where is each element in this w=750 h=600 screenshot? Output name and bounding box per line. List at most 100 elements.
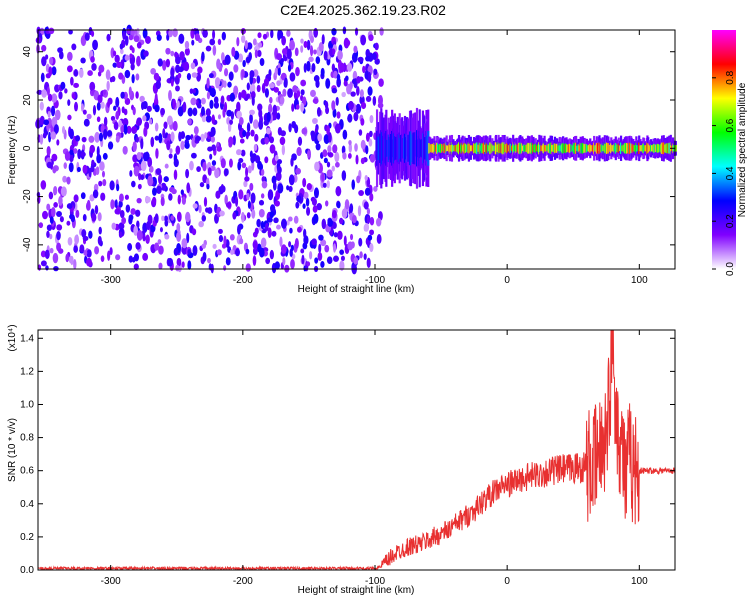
spectrogram-cell (91, 212, 97, 222)
spectrogram-cell (53, 201, 58, 208)
spectrogram-cell (172, 98, 177, 109)
snr-y-tick-label: 0.4 (20, 499, 34, 510)
spectrogram-cell (126, 125, 132, 134)
spectrogram-cell (82, 214, 87, 222)
spectrogram-cell (94, 205, 99, 215)
spectrogram-cell (113, 121, 119, 131)
spectrogram-cell (266, 217, 273, 223)
spectrogram-cell (66, 65, 73, 73)
spectrogram-cell (175, 145, 181, 155)
spectrogram-cell (359, 89, 364, 98)
spectrogram-cell (97, 212, 102, 222)
spectrogram-cell (225, 257, 231, 266)
spectrogram-cell (334, 151, 340, 163)
spectrogram-cell (252, 246, 258, 256)
spectrogram-cell (206, 91, 211, 100)
spectrogram-cell (282, 48, 288, 55)
spectrogram-cell (351, 78, 357, 85)
spectrogram-cell (170, 50, 175, 57)
spectrogram-cell (178, 66, 184, 73)
spectrogram-cell (274, 200, 280, 207)
spectrogram-cell (258, 108, 263, 118)
spectrogram-cell (339, 62, 345, 73)
spectrogram-cell (449, 145, 452, 152)
spectrogram-cell (320, 239, 327, 247)
spectrogram-cell (75, 135, 81, 142)
spectrogram-cell (163, 176, 169, 183)
spectrogram-cell (191, 228, 197, 236)
spectrogram-cell (74, 101, 78, 112)
spectrogram-cell (181, 238, 188, 249)
spectrogram-cell (513, 145, 517, 152)
spectrogram-cell (150, 67, 157, 75)
spectrogram-cell (229, 119, 234, 125)
spectrogram-cell (302, 177, 307, 188)
spectrogram-cell (82, 164, 88, 174)
spectrogram-cell (371, 52, 377, 60)
spectrogram-cell (181, 196, 187, 205)
spectrogram-cell (312, 98, 319, 104)
spectrogram-cell (166, 140, 171, 151)
spectrogram-cell (173, 158, 179, 168)
snr-x-ticks: -300 -200 -100 0 100 (101, 330, 648, 587)
spectrogram-cell (67, 237, 73, 246)
spectrogram-cell (46, 230, 50, 239)
spectrogram-cell (147, 157, 153, 168)
spectrogram-cell (88, 230, 93, 239)
spectrogram-cell (651, 145, 654, 152)
spectrogram-cell (175, 85, 180, 92)
spectrogram-cell (321, 218, 327, 230)
spectrogram-cell (313, 49, 317, 55)
spectrogram-cell (98, 180, 103, 187)
spectrogram-y-ticks: -40 -20 0 20 40 (22, 46, 675, 252)
spectrogram-cell (509, 143, 512, 153)
spectrogram-cell (281, 35, 287, 46)
spectrogram-cell (332, 243, 337, 253)
spectrogram-cell (128, 86, 132, 97)
spectrogram-x-tick-label: -200 (233, 275, 253, 286)
spectrogram-cell (242, 130, 247, 138)
spectrogram-y-tick-label: 20 (22, 94, 33, 106)
spectrogram-cell (302, 203, 306, 209)
spectrogram-cell (249, 70, 255, 79)
spectrogram-cell (114, 208, 121, 215)
spectrogram-cell (360, 139, 366, 150)
spectrogram-cell (268, 103, 273, 114)
spectrogram-cell (265, 127, 271, 135)
spectrogram-cell (207, 167, 212, 176)
spectrogram-cell (229, 234, 235, 241)
spectrogram-cell (260, 237, 267, 248)
spectrogram-cell (97, 71, 102, 77)
spectrogram-cell (201, 215, 207, 222)
spectrogram-cell (189, 160, 194, 171)
spectrogram-cell (423, 133, 426, 163)
spectrogram-cell (147, 175, 154, 187)
spectrogram-cell (48, 191, 54, 200)
spectrogram-cell (168, 193, 173, 201)
spectrogram-cell (136, 41, 142, 49)
spectrogram-cell (186, 72, 192, 81)
spectrogram-cell (196, 166, 201, 173)
spectrogram-cell (376, 234, 382, 244)
spectrogram-cell (407, 134, 410, 162)
spectrogram-cell (52, 252, 59, 264)
spectrogram-cell (245, 263, 251, 272)
spectrogram-cell (184, 40, 190, 50)
spectrogram-cell (46, 203, 51, 211)
spectrogram-cell (276, 53, 283, 61)
spectrogram-cell (155, 185, 162, 194)
spectrogram-cell (394, 136, 398, 160)
spectrogram-cell (277, 166, 282, 174)
spectrogram-cell (277, 29, 281, 41)
spectrogram-cell (215, 190, 221, 199)
spectrogram-cell (136, 55, 141, 67)
spectrogram-cell (260, 220, 265, 230)
spectrogram-cell (139, 95, 145, 103)
spectrogram-cell (236, 110, 242, 119)
snr-y-tick-label: 0.2 (20, 532, 34, 543)
spectrogram-cell (259, 247, 265, 258)
spectrogram-cell (158, 245, 164, 255)
spectrogram-cell (581, 142, 584, 154)
spectrogram-cell (254, 133, 259, 142)
spectrogram-cell (176, 231, 182, 242)
